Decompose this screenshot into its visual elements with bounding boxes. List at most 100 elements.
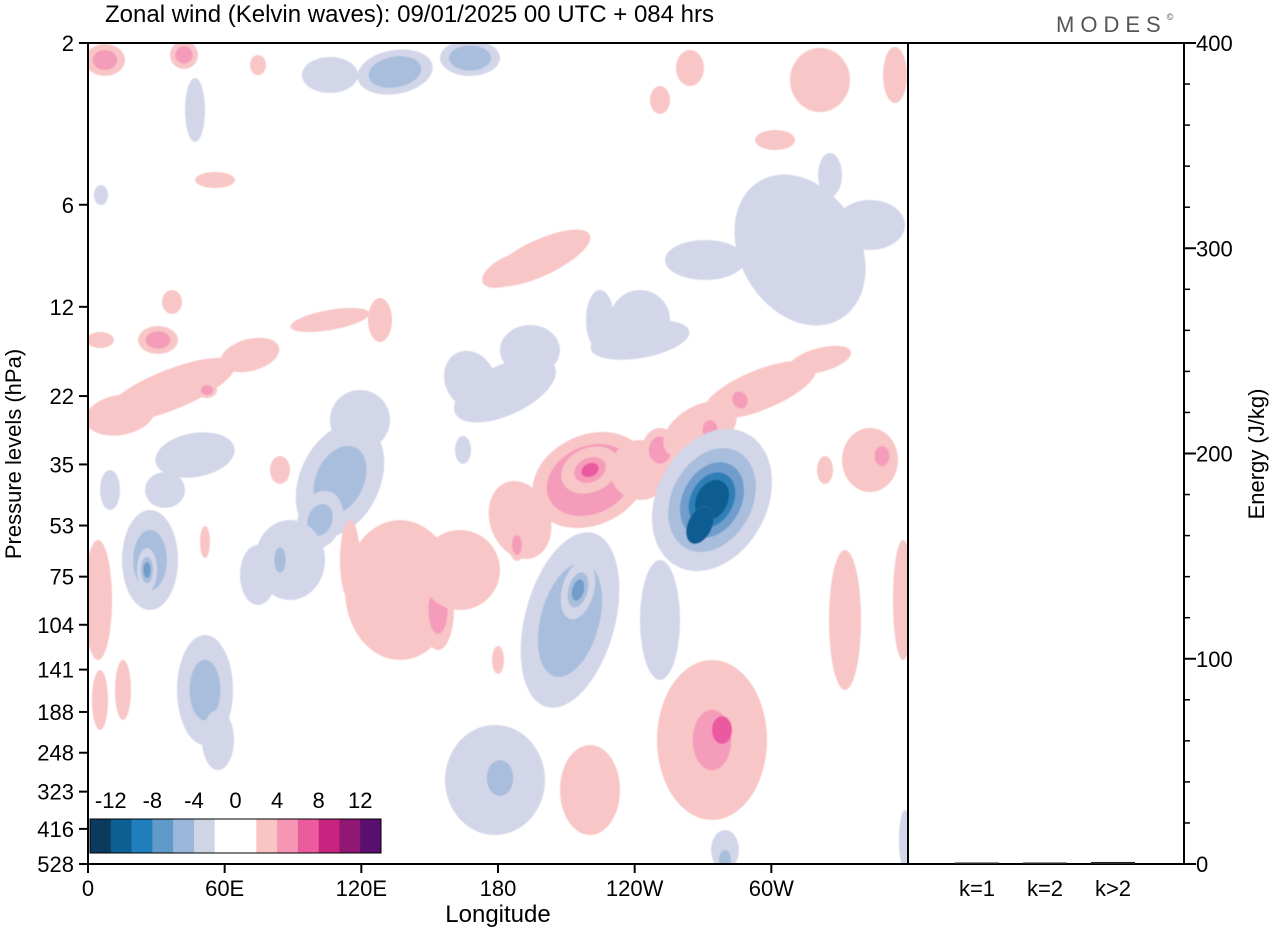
contour-level: [788, 345, 852, 375]
pressure-tick-label: 141: [37, 658, 74, 683]
positive-wind-region: [870, 440, 894, 472]
positive-wind-region: [138, 326, 178, 354]
contour-level: [368, 298, 392, 342]
longitude-tick-label: 120W: [606, 876, 664, 901]
contour-level: [829, 550, 861, 690]
positive-wind-region: [790, 48, 850, 112]
colorbar-swatch: [131, 819, 153, 853]
negative-wind-region: [719, 850, 731, 864]
brand-mark: ©: [1167, 12, 1180, 22]
positive-wind-region: [290, 307, 370, 333]
contour-level: [162, 290, 182, 314]
negative-wind-region: [94, 185, 108, 205]
positive-wind-region: [195, 172, 235, 188]
negative-wind-region: [137, 548, 157, 592]
negative-wind-region: [155, 432, 235, 478]
contour-level: [185, 78, 205, 142]
contour-plot: 2 6 12 22 35 53 75 104 141 188 248 323 416 528 0 60E 12…: [1, 31, 909, 928]
energy-category-label: k>2: [1095, 876, 1131, 901]
energy-tick-label: 400: [1196, 31, 1233, 56]
positive-wind-region: [162, 290, 182, 314]
contour-level: [189, 659, 221, 721]
contour-level: [817, 456, 833, 484]
contour-level: [486, 760, 514, 796]
negative-wind-region: [478, 748, 522, 808]
positive-wind-region: [509, 529, 525, 561]
contour-level: [676, 50, 704, 86]
pressure-tick-label: 6: [62, 193, 74, 218]
contour-level: [195, 172, 235, 188]
pressure-tick-label: 12: [50, 295, 74, 320]
negative-wind-region: [640, 560, 680, 680]
contour-level: [734, 174, 866, 326]
positive-wind-region: [197, 382, 217, 398]
negative-wind-region: [686, 506, 714, 544]
contour-level: [790, 48, 850, 112]
contour-level: [145, 331, 171, 349]
pressure-tick-label: 188: [37, 700, 74, 725]
pressure-tick-label: 22: [50, 384, 74, 409]
positive-wind-region: [88, 394, 155, 436]
contour-level: [581, 462, 599, 478]
contour-level: [449, 45, 491, 71]
positive-wind-region: [561, 446, 619, 494]
energy-tick-label: 300: [1196, 236, 1233, 261]
colorbar-swatch: [277, 819, 299, 853]
contour-level: [899, 810, 908, 864]
contour-level: [202, 710, 234, 770]
negative-wind-region: [240, 545, 276, 605]
negative-wind-region: [711, 830, 739, 864]
energy-tick-label: 200: [1196, 442, 1233, 467]
negative-wind-region: [272, 542, 288, 578]
pressure-tick-label: 416: [37, 817, 74, 842]
positive-wind-region: [420, 530, 500, 610]
negative-wind-region: [145, 472, 185, 508]
contour-level: [88, 540, 112, 660]
positive-wind-region: [270, 456, 290, 484]
negative-wind-region: [444, 350, 496, 410]
contour-level: [665, 240, 745, 280]
colorbar-label: 12: [348, 788, 372, 813]
contour-level: [88, 394, 155, 436]
positive-wind-region: [200, 526, 210, 558]
contour-level: [512, 535, 522, 555]
colorbar-label: 0: [229, 788, 241, 813]
pressure-tick-label: 75: [50, 565, 74, 590]
negative-wind-region: [586, 290, 614, 350]
longitude-tick-label: 180: [480, 876, 517, 901]
contour-level: [755, 130, 795, 150]
positive-wind-region: [492, 646, 504, 674]
colorbar-swatch: [152, 819, 174, 853]
contour-level: [560, 745, 620, 835]
positive-wind-region: [115, 660, 131, 720]
energy-panel: 0 100 200 300 400 k=1 k=2 k>2 Energy (J/kg): [907, 31, 1269, 901]
contour-level: [274, 547, 286, 573]
positive-wind-region: [893, 540, 908, 660]
positive-wind-region: [88, 540, 112, 660]
contour-level: [818, 153, 842, 197]
contour-level: [686, 506, 714, 544]
colorbar-label: -4: [184, 788, 204, 813]
contour-level: [571, 579, 585, 601]
colorbar-label: 4: [271, 788, 283, 813]
contour-level: [302, 57, 358, 93]
contour-level: [883, 47, 907, 103]
energy-category-label: k=2: [1027, 876, 1063, 901]
contour-level: [711, 830, 739, 864]
negative-wind-region: [500, 325, 560, 375]
contour-level: [220, 337, 280, 373]
positive-wind-region: [727, 386, 753, 414]
energy-bar: [1091, 861, 1135, 864]
colorbar-swatch: [297, 819, 319, 853]
colorbar-swatch: [110, 819, 132, 853]
positive-wind-region: [712, 716, 732, 744]
contour-level: [94, 185, 108, 205]
contour-level: [610, 290, 670, 350]
pressure-tick-label: 35: [50, 452, 74, 477]
wind-contours: [88, 43, 908, 864]
contour-level: [640, 560, 680, 680]
contour-level: [874, 446, 890, 466]
contour-level: [492, 646, 504, 674]
contour-level: [712, 716, 732, 744]
longitude-axis: 0 60E 120E 180 120W 60W: [82, 864, 794, 901]
